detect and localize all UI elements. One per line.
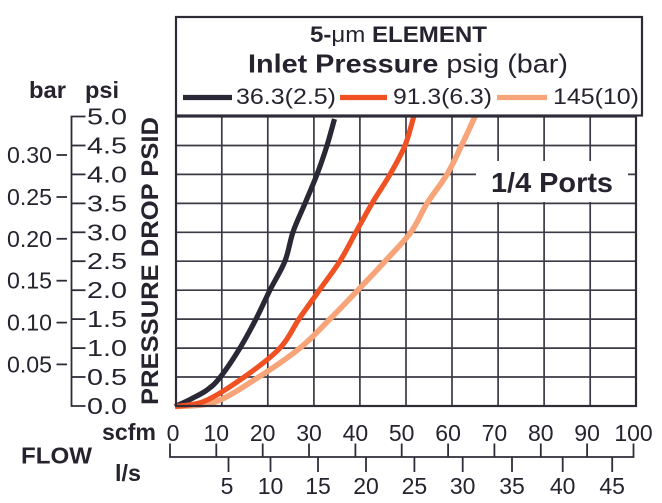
svg-text:0.5: 0.5 [87, 364, 127, 390]
svg-text:5: 5 [221, 473, 234, 499]
svg-text:0.15: 0.15 [7, 268, 52, 294]
svg-text:10: 10 [258, 473, 284, 499]
svg-text:80: 80 [528, 420, 554, 446]
svg-text:psi: psi [85, 77, 119, 103]
svg-text:10: 10 [204, 420, 230, 446]
svg-text:70: 70 [482, 420, 508, 446]
svg-text:scfm: scfm [102, 419, 156, 445]
svg-text:20: 20 [353, 473, 379, 499]
svg-text:bar: bar [29, 77, 66, 103]
svg-text:40: 40 [343, 420, 369, 446]
svg-text:35: 35 [499, 473, 525, 499]
svg-text:1/4 Ports: 1/4 Ports [491, 167, 613, 198]
svg-text:4.0: 4.0 [87, 161, 127, 187]
svg-text:3.0: 3.0 [87, 219, 127, 245]
svg-text:50: 50 [389, 420, 415, 446]
svg-text:60: 60 [435, 420, 461, 446]
svg-text:15: 15 [305, 473, 331, 499]
svg-text:PRESSURE DROP PSID: PRESSURE DROP PSID [137, 117, 164, 405]
svg-text:30: 30 [296, 420, 322, 446]
svg-text:30: 30 [450, 473, 476, 499]
svg-text:2.5: 2.5 [87, 248, 127, 274]
svg-text:90: 90 [574, 420, 600, 446]
svg-text:0: 0 [167, 420, 180, 446]
svg-text:0.30: 0.30 [7, 142, 52, 168]
svg-text:l/s: l/s [115, 460, 141, 486]
svg-text:5.0: 5.0 [87, 104, 127, 130]
svg-text:0.10: 0.10 [7, 310, 52, 336]
svg-text:Inlet Pressure psig (bar): Inlet Pressure psig (bar) [248, 49, 568, 79]
svg-text:0.25: 0.25 [7, 184, 52, 210]
svg-text:0.20: 0.20 [7, 226, 52, 252]
svg-text:0.05: 0.05 [7, 351, 52, 377]
svg-text:1.0: 1.0 [87, 335, 127, 361]
svg-text:25: 25 [402, 473, 428, 499]
svg-text:3.5: 3.5 [87, 190, 127, 216]
svg-text:100: 100 [614, 420, 652, 446]
svg-text:5-μm ELEMENT: 5-μm ELEMENT [310, 22, 488, 47]
svg-text:91.3(6.3): 91.3(6.3) [393, 84, 492, 109]
svg-text:145(10): 145(10) [553, 84, 639, 109]
svg-text:40: 40 [550, 473, 576, 499]
svg-text:2.0: 2.0 [87, 277, 127, 303]
svg-text:4.5: 4.5 [87, 133, 127, 159]
svg-text:20: 20 [250, 420, 276, 446]
svg-text:36.3(2.5): 36.3(2.5) [236, 84, 336, 109]
svg-text:0.0: 0.0 [87, 393, 127, 419]
svg-text:45: 45 [599, 473, 625, 499]
svg-text:1.5: 1.5 [87, 306, 127, 332]
svg-text:FLOW: FLOW [21, 443, 92, 469]
